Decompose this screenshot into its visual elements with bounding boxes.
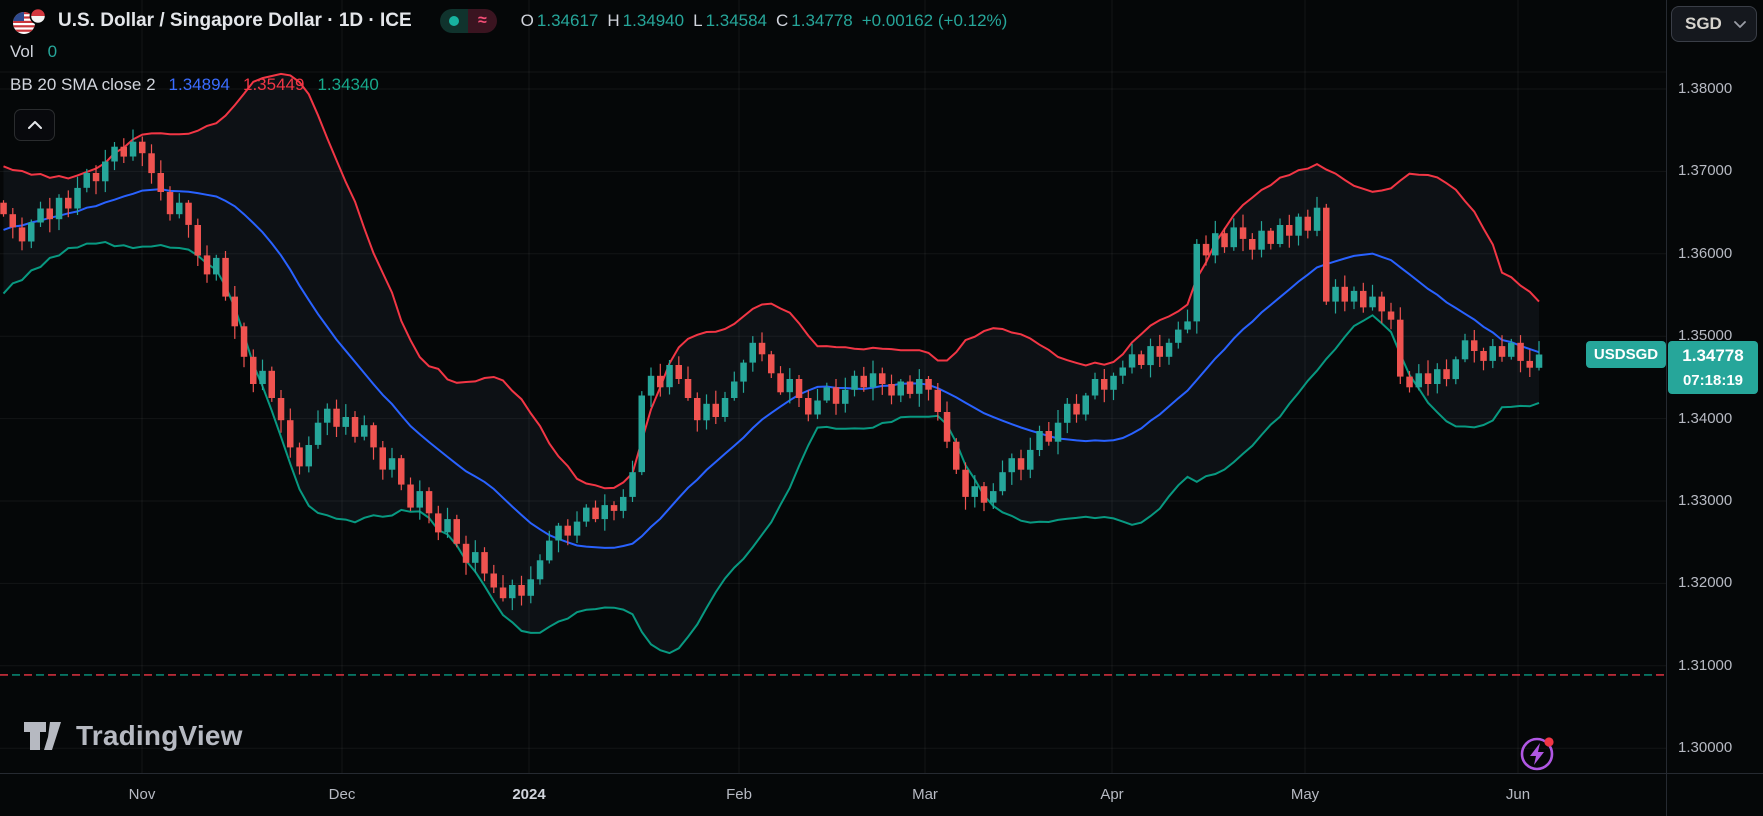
chevron-down-icon <box>1734 20 1746 28</box>
time-tick-label: May <box>1290 786 1320 803</box>
last-price-symbol: USDSGD <box>1593 346 1659 363</box>
volume-label: Vol <box>10 42 34 61</box>
price-tick-label: 1.32000 <box>1678 574 1733 591</box>
time-tick-label: Dec <box>328 786 356 803</box>
open-value: 1.34617 <box>536 11 599 30</box>
high-label: H <box>607 11 620 30</box>
price-tick-label: 1.33000 <box>1678 492 1733 509</box>
time-tick-label: Jun <box>1505 786 1531 803</box>
axis-corner-separator <box>1666 774 1667 816</box>
lightning-bolt-icon <box>1530 743 1544 765</box>
currency-toggle-button[interactable]: SGD <box>1671 6 1757 42</box>
bb-basis-line <box>3 188 1540 549</box>
price-tick-label: 1.36000 <box>1678 245 1733 262</box>
tradingview-logo-mark-icon <box>24 722 61 750</box>
price-tick-label: 1.34000 <box>1678 410 1733 427</box>
currency-label: SGD <box>1685 14 1722 33</box>
lightning-promo-button[interactable] <box>1517 731 1561 775</box>
bb-basis-value: 1.34894 <box>168 75 230 94</box>
bb-upper-band-line <box>3 72 1540 490</box>
close-label: C <box>776 11 789 30</box>
time-tick-label: 2024 <box>512 786 546 803</box>
price-tick-label: 1.37000 <box>1678 162 1733 179</box>
bb-indicator-legend-row[interactable]: BB 20 SMA close 2 1.34894 1.35449 1.3434… <box>10 76 1007 94</box>
bar-close-countdown: 07:18:19 <box>1682 371 1744 389</box>
candlestick-chart[interactable] <box>0 0 1666 773</box>
high-value: 1.34940 <box>622 11 685 30</box>
time-tick-label: Mar <box>912 786 938 803</box>
last-price-value-tag: 1.34778 07:18:19 <box>1668 341 1758 394</box>
close-value: 1.34778 <box>791 11 853 30</box>
price-tick-label: 1.30000 <box>1678 739 1733 756</box>
time-tick-label: Apr <box>1100 786 1124 803</box>
volume-legend-row[interactable]: Vol 0 <box>10 43 1007 61</box>
low-value: 1.34584 <box>705 11 768 30</box>
chevron-up-icon <box>27 121 42 129</box>
legend-collapse-button[interactable] <box>14 109 55 141</box>
notification-dot-icon <box>1544 737 1554 747</box>
price-axis[interactable]: 1.38000 1.37000 1.36000 1.35000 1.34000 1.330… <box>1666 0 1763 773</box>
last-price: 1.34778 <box>1682 345 1744 365</box>
market-status-dot-icon[interactable] <box>439 9 469 33</box>
chart-plot-area[interactable] <box>0 0 1666 773</box>
open-label: O <box>520 11 534 30</box>
bb-upper-value: 1.35449 <box>242 75 305 94</box>
last-price-symbol-tag: USDSGD <box>1586 341 1666 368</box>
time-tick-label: Feb <box>726 786 752 803</box>
market-status-toggle[interactable]: ≈ <box>439 9 497 33</box>
price-tick-label: 1.31000 <box>1678 657 1733 674</box>
price-tick-label: 1.35000 <box>1678 327 1733 344</box>
instrument-flag-icon <box>10 7 48 35</box>
symbol-legend-row[interactable]: U.S. Dollar / Singapore Dollar · 1D · IC… <box>10 7 1008 35</box>
low-label: L <box>693 11 703 30</box>
symbol-title[interactable]: U.S. Dollar / Singapore Dollar · 1D · IC… <box>58 10 412 31</box>
bb-lower-value: 1.34340 <box>317 75 379 94</box>
candles-series <box>0 129 1543 611</box>
price-tick-label: 1.38000 <box>1678 80 1733 97</box>
time-tick-label: Nov <box>128 786 156 803</box>
tradingview-logo-text: TradingView <box>76 720 243 751</box>
change-value: +0.00162 (+0.12%) <box>861 11 1008 30</box>
ohlc-readout: O 1.34617 H 1.34940 L 1.34584 C 1.34778 … <box>521 11 1008 31</box>
tradingview-logo[interactable]: TradingView <box>22 718 243 754</box>
delayed-data-squiggle-icon[interactable]: ≈ <box>468 9 497 33</box>
time-axis[interactable]: Nov Dec 2024 Feb Mar Apr May Jun <box>0 773 1763 816</box>
volume-value: 0 <box>47 42 58 61</box>
chart-legend: U.S. Dollar / Singapore Dollar · 1D · IC… <box>10 7 1008 94</box>
bb-indicator-title: BB 20 SMA close 2 <box>10 75 156 94</box>
